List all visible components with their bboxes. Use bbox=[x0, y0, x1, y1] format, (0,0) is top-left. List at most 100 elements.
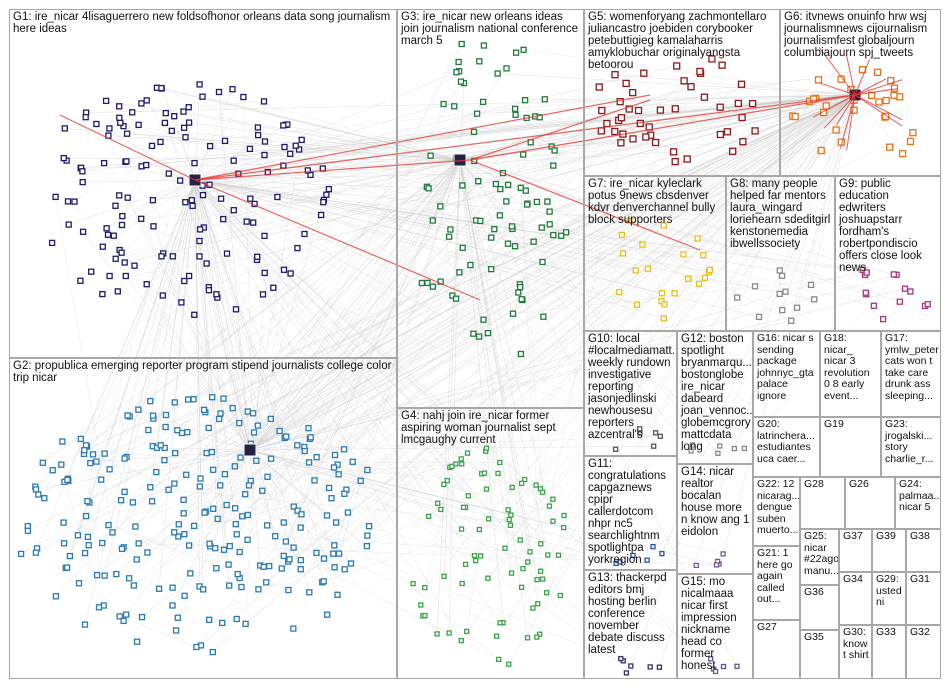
node-g2 bbox=[180, 510, 187, 517]
node-g7 bbox=[618, 231, 626, 239]
node-g2 bbox=[233, 615, 240, 623]
node-g1 bbox=[99, 243, 106, 250]
group-label-g10: G10: local #localmediamatt... weekly run… bbox=[588, 333, 677, 441]
node-g5 bbox=[617, 114, 626, 122]
edge bbox=[249, 288, 906, 451]
edge bbox=[288, 94, 856, 591]
edge bbox=[194, 179, 709, 273]
node-g2 bbox=[200, 586, 207, 593]
node-g2 bbox=[341, 566, 348, 573]
edge bbox=[216, 294, 251, 451]
node-g2 bbox=[84, 533, 92, 541]
node-g7 bbox=[706, 266, 713, 274]
edge bbox=[509, 69, 863, 520]
node-g2 bbox=[196, 483, 203, 490]
node-g5 bbox=[651, 138, 660, 147]
node-g3 bbox=[558, 232, 565, 239]
node-g1 bbox=[106, 272, 113, 280]
node-g2 bbox=[242, 491, 249, 498]
edge bbox=[448, 159, 461, 633]
node-g5 bbox=[656, 106, 665, 114]
edge bbox=[466, 292, 519, 632]
node-g7 bbox=[660, 315, 667, 322]
node-g5 bbox=[629, 135, 637, 143]
node-g2 bbox=[169, 584, 176, 591]
node-g2 bbox=[155, 585, 163, 592]
node-g9 bbox=[862, 289, 869, 296]
edge bbox=[55, 196, 113, 533]
node-g4 bbox=[459, 461, 465, 467]
edge bbox=[487, 449, 616, 579]
node-g2 bbox=[280, 552, 287, 560]
edge bbox=[194, 179, 280, 432]
node-g2 bbox=[217, 410, 224, 417]
node-g7 bbox=[660, 222, 667, 229]
edge bbox=[543, 94, 856, 317]
edge bbox=[164, 447, 251, 451]
node-g2 bbox=[63, 564, 71, 571]
node-g5 bbox=[598, 106, 606, 115]
edge bbox=[153, 159, 461, 419]
node-g4 bbox=[495, 470, 501, 477]
node-g6 bbox=[832, 126, 840, 134]
highlight-edge bbox=[854, 79, 903, 96]
node-g13 bbox=[647, 664, 653, 670]
edge bbox=[242, 94, 856, 517]
highlight-edge bbox=[854, 94, 903, 121]
node-g2 bbox=[60, 519, 67, 526]
group-label-g27: G27 bbox=[757, 621, 777, 633]
node-g3 bbox=[480, 42, 488, 49]
node-g3 bbox=[550, 231, 557, 239]
node-g6 bbox=[886, 143, 894, 151]
node-g2 bbox=[101, 450, 108, 457]
node-g3 bbox=[539, 258, 546, 266]
node-g2 bbox=[172, 449, 179, 457]
node-g12 bbox=[688, 448, 694, 454]
group-box-g24: G24: palmaa... nicar 5 bbox=[895, 477, 941, 529]
node-g2 bbox=[197, 475, 204, 482]
group-box-g38: G38 bbox=[906, 529, 941, 572]
node-g9 bbox=[901, 285, 909, 292]
node-g1 bbox=[185, 272, 193, 280]
edge bbox=[234, 159, 461, 467]
node-g8 bbox=[779, 306, 786, 314]
node-g5 bbox=[700, 93, 709, 101]
edge bbox=[168, 159, 461, 490]
edge bbox=[194, 179, 462, 641]
edge bbox=[172, 449, 251, 606]
node-g3 bbox=[522, 187, 529, 194]
edge bbox=[249, 253, 624, 451]
node-g7 bbox=[695, 280, 703, 287]
group-label-g8: G8: many people helped far mentors laura… bbox=[730, 178, 834, 250]
node-g1 bbox=[232, 306, 240, 313]
node-g3 bbox=[530, 238, 537, 245]
node-g7 bbox=[632, 267, 639, 274]
node-g2 bbox=[148, 498, 156, 505]
edge bbox=[81, 94, 856, 169]
node-g4 bbox=[502, 545, 508, 551]
node-g5 bbox=[611, 71, 619, 79]
node-g3 bbox=[479, 98, 487, 106]
node-g2 bbox=[133, 638, 141, 645]
node-g2 bbox=[205, 424, 212, 432]
node-g2 bbox=[236, 548, 243, 556]
node-g12 bbox=[715, 450, 721, 456]
node-g1 bbox=[116, 103, 123, 110]
edge bbox=[88, 179, 196, 546]
node-g2 bbox=[254, 422, 262, 429]
node-g1 bbox=[246, 145, 254, 153]
edge bbox=[253, 159, 461, 450]
node-g1 bbox=[158, 253, 165, 260]
edge bbox=[194, 179, 711, 659]
node-g6 bbox=[873, 68, 882, 76]
edge bbox=[275, 535, 648, 561]
node-g5 bbox=[716, 130, 725, 139]
node-g2 bbox=[364, 466, 371, 474]
node-g5 bbox=[696, 67, 704, 76]
edge bbox=[138, 463, 456, 544]
node-g2 bbox=[120, 617, 127, 625]
group-label-g33: G33 bbox=[876, 626, 896, 638]
node-g1 bbox=[188, 197, 195, 204]
node-g2 bbox=[212, 545, 219, 552]
node-g2 bbox=[169, 602, 176, 609]
